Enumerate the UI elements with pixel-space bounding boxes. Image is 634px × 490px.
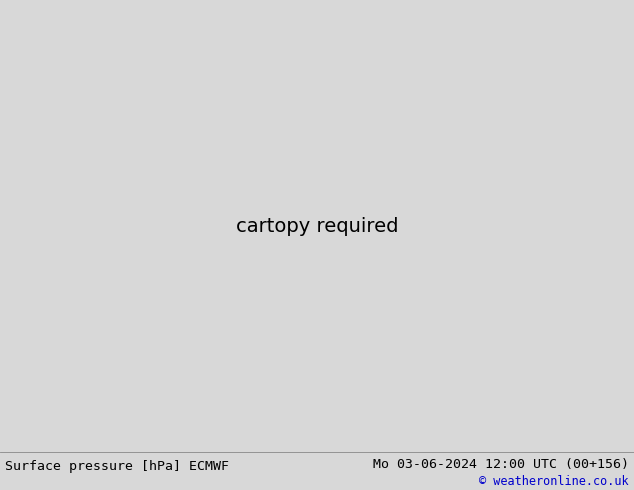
Text: © weatheronline.co.uk: © weatheronline.co.uk [479,475,629,488]
Text: Surface pressure [hPa] ECMWF: Surface pressure [hPa] ECMWF [5,460,229,473]
Text: cartopy required: cartopy required [236,217,398,236]
Text: Mo 03-06-2024 12:00 UTC (00+156): Mo 03-06-2024 12:00 UTC (00+156) [373,458,629,471]
